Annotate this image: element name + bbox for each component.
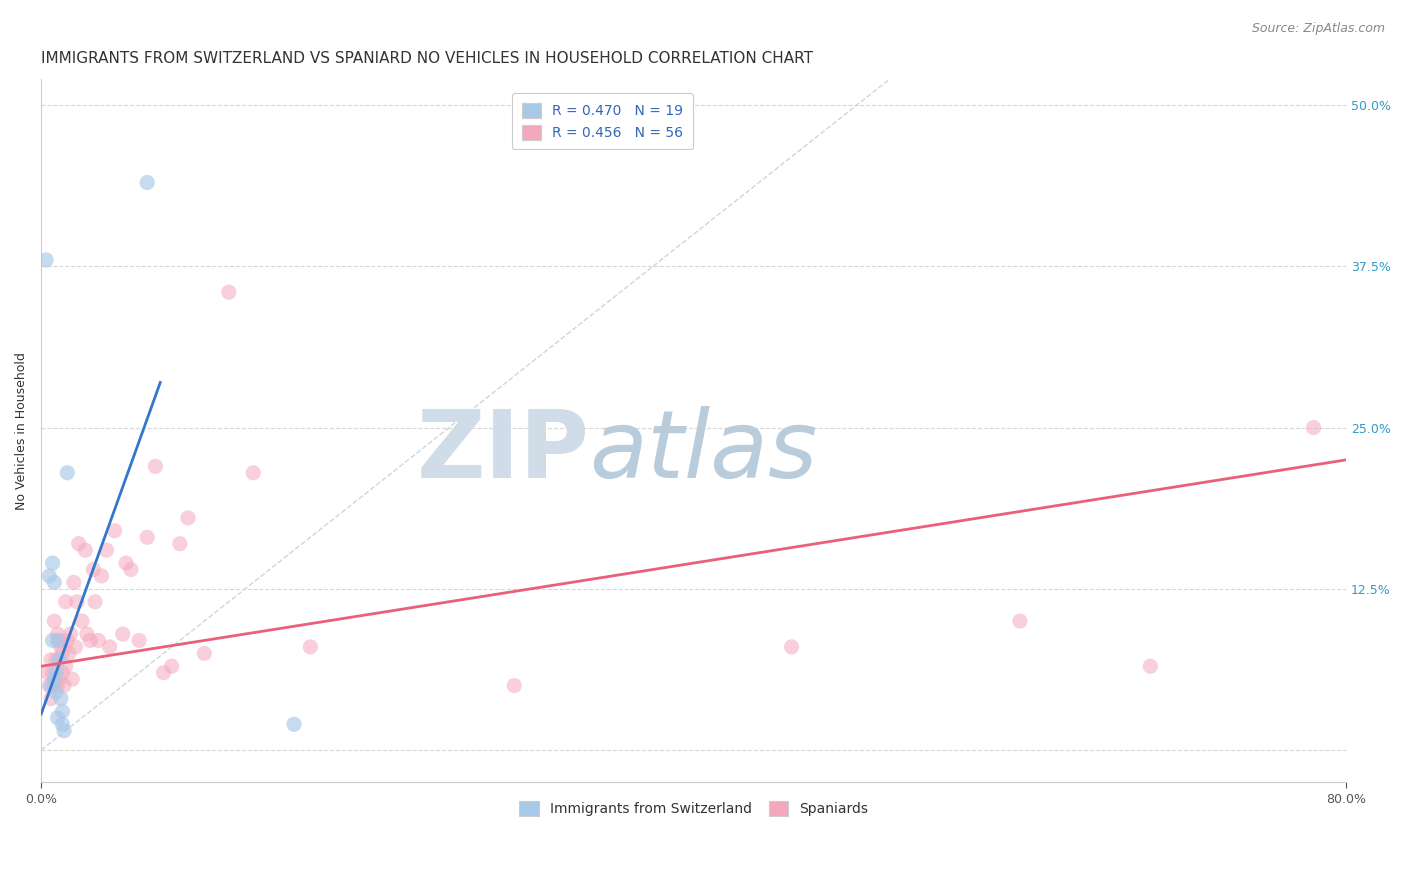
Point [51,705,73,719]
Point [49,691,72,706]
Point [75,543,97,558]
Legend: Immigrants from Switzerland, Spaniards: Immigrants from Switzerland, Spaniards [510,793,876,824]
Point [152,665,174,680]
Point [39,653,62,667]
Point [53,679,76,693]
Point [56,466,79,480]
Point [41,556,63,570]
Point [87,633,110,648]
Point [38,569,60,583]
Point [46,627,69,641]
Point [104,524,127,538]
Point [218,285,240,300]
Point [120,562,142,576]
Text: IMMIGRANTS FROM SWITZERLAND VS SPANIARD NO VEHICLES IN HOUSEHOLD CORRELATION CHA: IMMIGRANTS FROM SWITZERLAND VS SPANIARD … [41,51,813,66]
Point [45,653,67,667]
Point [780,640,803,654]
Point [44,679,66,693]
Text: Source: ZipAtlas.com: Source: ZipAtlas.com [1251,22,1385,36]
Point [169,537,191,551]
Point [39,691,62,706]
Point [1302,420,1324,434]
Point [1139,659,1161,673]
Point [45,685,67,699]
Point [55,659,77,673]
Point [46,711,69,725]
Point [82,562,104,576]
Point [55,595,77,609]
Point [111,627,134,641]
Point [41,633,63,648]
Y-axis label: No Vehicles in Household: No Vehicles in Household [15,352,28,510]
Point [96,543,118,558]
Point [44,614,66,628]
Point [58,646,80,660]
Text: atlas: atlas [589,407,817,498]
Point [49,640,72,654]
Point [242,466,264,480]
Point [63,575,86,590]
Point [51,646,73,660]
Point [1008,614,1031,628]
Point [46,633,69,648]
Point [46,679,69,693]
Point [44,672,66,686]
Point [53,723,76,738]
Point [299,640,322,654]
Point [35,252,58,267]
Point [283,717,305,731]
Point [48,672,70,686]
Point [67,537,90,551]
Point [177,511,200,525]
Point [48,653,70,667]
Point [115,556,138,570]
Point [70,614,93,628]
Point [65,640,87,654]
Point [51,717,73,731]
Point [39,679,62,693]
Point [136,530,159,544]
Point [59,627,82,641]
Point [60,672,83,686]
Text: ZIP: ZIP [416,406,589,498]
Point [44,575,66,590]
Point [79,633,101,648]
Point [48,633,70,648]
Point [66,595,89,609]
Point [84,595,107,609]
Point [41,665,63,680]
Point [56,633,79,648]
Point [76,627,98,641]
Point [51,665,73,680]
Point [37,665,59,680]
Point [503,679,526,693]
Point [193,646,215,660]
Point [145,459,167,474]
Point [136,176,159,190]
Point [128,633,150,648]
Point [160,659,183,673]
Point [90,569,112,583]
Point [38,679,60,693]
Point [98,640,121,654]
Point [45,665,67,680]
